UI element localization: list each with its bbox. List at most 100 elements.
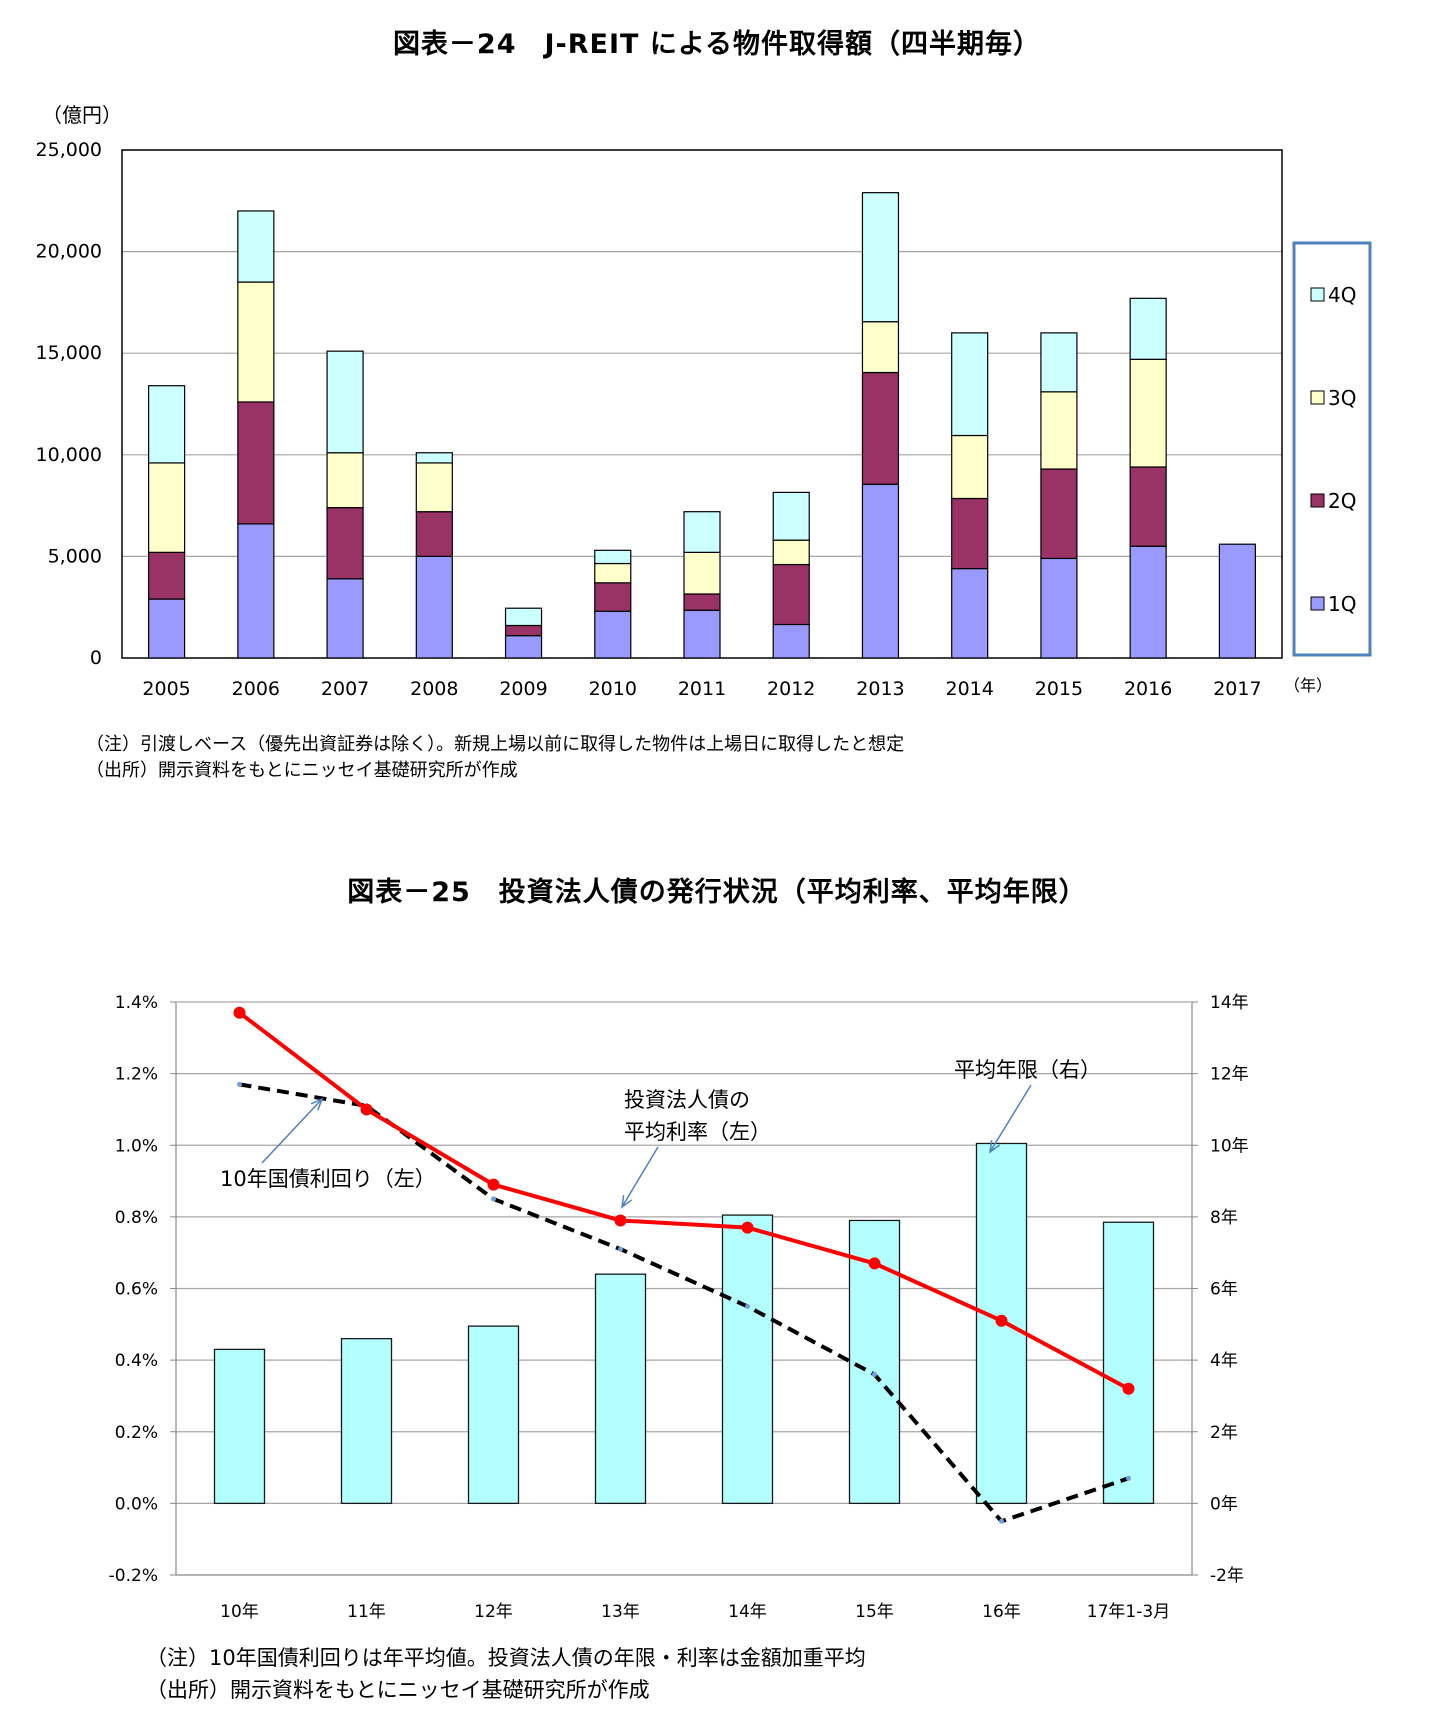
bar-3q xyxy=(1129,358,1167,468)
bar-1q xyxy=(1129,545,1167,659)
annotation-avg-rate: 投資法人債の xyxy=(624,1088,750,1112)
x-tick-label: 2008 xyxy=(410,678,458,700)
bar-avg-years xyxy=(1102,1221,1155,1505)
x-tick-label: 14年 xyxy=(728,1602,767,1622)
bar-1q xyxy=(1218,543,1256,659)
legend-box xyxy=(1292,241,1372,657)
bar-avg-years xyxy=(975,1142,1028,1505)
x-tick-label: 15年 xyxy=(855,1602,894,1622)
bar-4q xyxy=(772,491,810,541)
y-left-tick-label: -0.2% xyxy=(109,1566,158,1586)
arrow-jgb-yield-head xyxy=(310,1097,324,1111)
y-tick-label: 5,000 xyxy=(48,545,102,567)
x-tick-label: 2010 xyxy=(589,678,637,700)
y-right-tick-label: 4年 xyxy=(1210,1351,1238,1371)
bar-4q xyxy=(1040,332,1078,393)
bar-4q xyxy=(594,549,632,565)
chart2-note: （注）10年国債利回りは年平均値。投資法人債の年限・利率は金額加重平均 xyxy=(146,1646,866,1670)
bar-3q xyxy=(951,434,989,500)
bar-2q xyxy=(326,507,364,580)
bar-1q xyxy=(415,555,453,659)
point-jgb-yield xyxy=(491,1196,496,1202)
point-jgb-yield xyxy=(872,1371,877,1377)
chart1-note: （注）引渡しベース（優先出資証券は除く）。新規上場以前に取得した物件は上場日に取… xyxy=(86,734,905,755)
line-avg-rate xyxy=(238,1011,1130,1391)
y-right-tick-label: 0年 xyxy=(1210,1494,1238,1514)
bar-4q xyxy=(683,511,721,553)
x-tick-label: 2014 xyxy=(946,678,994,700)
legend-swatch-3q xyxy=(1310,390,1325,405)
arrow-avg-years-head xyxy=(988,1140,1001,1154)
y-left-tick-label: 0.4% xyxy=(115,1351,158,1371)
chart2-source: （出所）開示資料をもとにニッセイ基礎研究所が作成 xyxy=(146,1678,650,1702)
bar-4q xyxy=(415,452,453,464)
point-jgb-yield xyxy=(1126,1475,1131,1481)
chart2-title: 図表－25 投資法人債の発行状況（平均利率、平均年限） xyxy=(347,877,1087,908)
bar-avg-years xyxy=(594,1273,647,1505)
x-tick-label: 2017 xyxy=(1213,678,1261,700)
chart1-title: 図表－24 J-REIT による物件取得額（四半期毎） xyxy=(392,29,1042,60)
legend-swatch-2q xyxy=(1310,493,1325,508)
bar-1q xyxy=(951,567,989,659)
bar-3q xyxy=(326,452,364,509)
x-tick-label: 2006 xyxy=(232,678,280,700)
y-left-tick-label: 1.0% xyxy=(115,1136,158,1156)
chart1-source: （出所）開示資料をもとにニッセイ基礎研究所が作成 xyxy=(86,760,518,781)
point-jgb-yield xyxy=(618,1246,623,1252)
x-tick-label: 16年 xyxy=(982,1602,1021,1622)
y-left-tick-label: 0.8% xyxy=(115,1208,158,1228)
arrow-avg-rate-head xyxy=(621,1195,633,1209)
y-tick-label: 15,000 xyxy=(36,342,102,364)
arrow-avg-rate xyxy=(621,1146,659,1208)
arrow-avg-years xyxy=(989,1084,1032,1153)
y-left-tick-label: 1.4% xyxy=(115,993,158,1013)
bar-4q xyxy=(1129,297,1167,360)
y-right-tick-label: 10年 xyxy=(1210,1136,1249,1156)
bar-4q xyxy=(861,192,900,323)
x-axis-unit: （年） xyxy=(1284,676,1332,695)
y-left-tick-label: 1.2% xyxy=(115,1065,158,1085)
bar-avg-years xyxy=(213,1348,266,1505)
x-tick-label: 13年 xyxy=(601,1602,640,1622)
bar-4q xyxy=(504,607,543,627)
point-avg-rate xyxy=(1122,1382,1135,1395)
y-right-tick-label: 14年 xyxy=(1210,993,1249,1013)
point-avg-rate xyxy=(233,1006,246,1019)
x-tick-label: 2009 xyxy=(499,678,547,700)
legend-label: 2Q xyxy=(1328,489,1356,513)
y-tick-label: 25,000 xyxy=(36,139,102,161)
x-tick-label: 2013 xyxy=(856,678,904,700)
y-left-tick-label: 0.2% xyxy=(115,1423,158,1443)
y-right-tick-label: -2年 xyxy=(1210,1566,1244,1586)
x-tick-label: 11年 xyxy=(347,1602,386,1622)
y-tick-label: 10,000 xyxy=(36,444,102,466)
y-right-tick-label: 12年 xyxy=(1210,1065,1249,1085)
point-jgb-yield xyxy=(745,1303,750,1309)
legend-swatch-4q xyxy=(1310,287,1325,302)
bar-1q xyxy=(861,483,900,659)
bar-1q xyxy=(772,623,810,659)
bar-3q xyxy=(237,281,275,403)
y-tick-label: 20,000 xyxy=(36,241,102,263)
x-tick-label: 2011 xyxy=(678,678,726,700)
point-jgb-yield xyxy=(237,1081,242,1087)
point-avg-rate xyxy=(741,1221,754,1234)
bar-2q xyxy=(951,497,989,570)
y-right-tick-label: 6年 xyxy=(1210,1280,1238,1300)
y-right-tick-label: 8年 xyxy=(1210,1208,1238,1228)
x-tick-label: 2012 xyxy=(767,678,815,700)
x-tick-label: 2015 xyxy=(1035,678,1083,700)
point-avg-rate xyxy=(360,1103,373,1116)
bar-3q xyxy=(1040,391,1078,470)
point-jgb-yield xyxy=(999,1518,1004,1524)
point-avg-rate xyxy=(614,1214,627,1227)
x-tick-label: 10年 xyxy=(220,1602,259,1622)
bar-avg-years xyxy=(340,1337,393,1505)
bar-1q xyxy=(683,609,721,659)
point-avg-rate xyxy=(995,1314,1008,1327)
bar-4q xyxy=(326,350,364,454)
bar-2q xyxy=(1040,468,1078,560)
bar-2q xyxy=(861,371,900,485)
bar-2q xyxy=(1129,466,1167,547)
